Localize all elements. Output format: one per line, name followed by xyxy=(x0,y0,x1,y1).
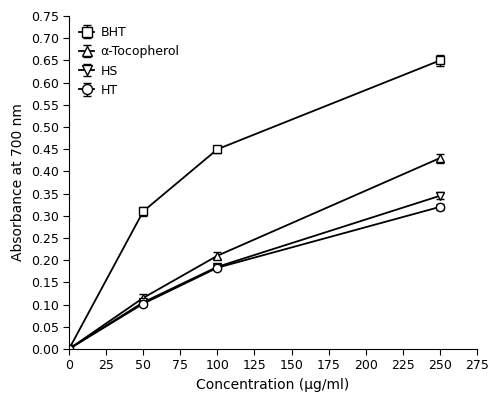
Legend: BHT, α-Tocopherol, HS, HT: BHT, α-Tocopherol, HS, HT xyxy=(76,22,183,101)
Y-axis label: Absorbance at 700 nm: Absorbance at 700 nm xyxy=(11,104,25,262)
X-axis label: Concentration (μg/ml): Concentration (μg/ml) xyxy=(196,378,350,392)
